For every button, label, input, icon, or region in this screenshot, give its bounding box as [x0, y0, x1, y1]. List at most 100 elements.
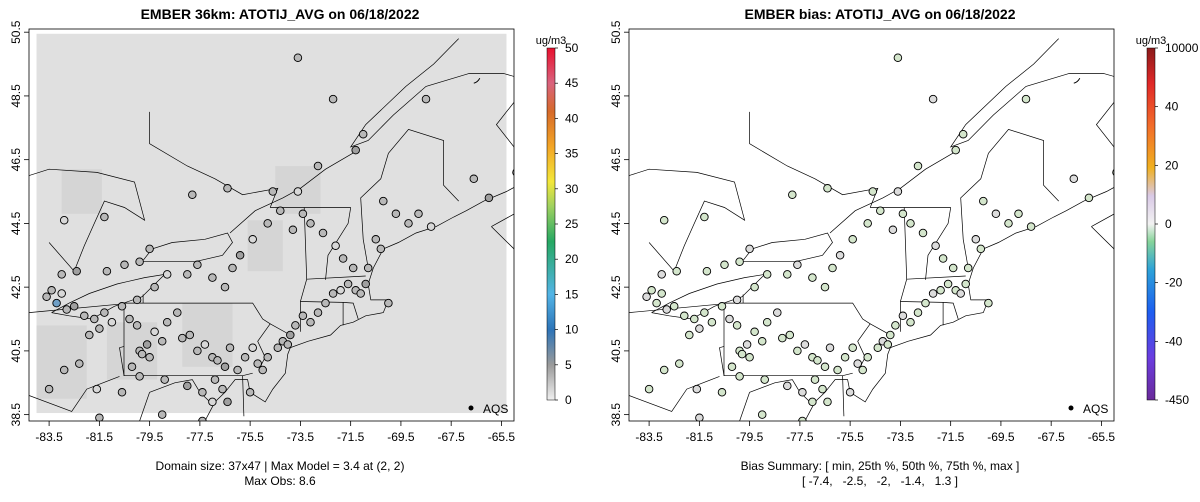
aqs-site-point — [356, 289, 365, 298]
aqs-site-point — [848, 235, 857, 244]
aqs-site-point — [283, 340, 293, 349]
aqs-site-point — [348, 263, 358, 273]
aqs-site-point — [652, 298, 661, 308]
aqs-site-point — [707, 317, 717, 327]
aqs-site-point — [971, 235, 981, 244]
aqs-site-point — [69, 302, 79, 311]
aqs-site-point — [893, 53, 903, 62]
state-border — [139, 392, 150, 421]
aqs-site-point — [198, 388, 207, 397]
aqs-site-point — [228, 263, 237, 273]
aqs-site-point — [198, 416, 207, 421]
aqs-site-point — [213, 356, 222, 365]
aqs-site-point — [732, 321, 742, 330]
aqs-site-point — [876, 206, 885, 215]
y-tick-label: 38.5 — [9, 403, 23, 427]
bias-map-panel: EMBER bias: ATOTIJ_AVG on 06/18/2022 -83… — [600, 0, 1200, 502]
aqs-site-point — [47, 286, 56, 295]
aqs-site-point — [162, 270, 172, 279]
aqs-site-point — [835, 251, 845, 260]
aqs-site-point — [888, 225, 898, 235]
aqs-site-point — [132, 321, 142, 330]
aqs-site-point — [963, 263, 973, 273]
aqs-site-point — [644, 384, 654, 394]
aqs-site-point — [85, 330, 94, 340]
aqs-site-point — [808, 273, 817, 282]
aqs-site-point — [52, 298, 61, 308]
state-border — [325, 207, 352, 280]
state-border — [242, 375, 245, 417]
aqs-site-point — [647, 286, 656, 295]
aqs-site-point — [223, 397, 232, 407]
y-tick-label: 48.5 — [609, 84, 623, 108]
state-border — [857, 323, 891, 367]
aqs-site-point — [810, 375, 820, 384]
x-tick-label: -81.5 — [86, 430, 114, 444]
aqs-site-point — [286, 330, 295, 340]
aqs-site-point — [258, 365, 267, 375]
colorbar — [1146, 47, 1156, 401]
coastline-nova-scotia — [491, 213, 514, 250]
aqs-site-point — [44, 384, 54, 394]
aqs-site-point — [793, 260, 802, 270]
aqs-site-point — [893, 187, 903, 196]
aqs-site-point — [404, 219, 413, 228]
map-layer — [629, 38, 1114, 421]
colorbar-tick-label: 0 — [1165, 217, 1172, 231]
aqs-site-point — [263, 353, 272, 362]
aqs-site-point — [825, 343, 835, 352]
aqs-site-point — [931, 241, 940, 250]
aqs-site-point — [760, 375, 769, 384]
x-tick-label: -83.5 — [35, 430, 63, 444]
aqs-site-point — [469, 174, 479, 184]
aqs-site-point — [798, 416, 807, 421]
aqs-legend-label: AQS — [1083, 402, 1108, 416]
aqs-site-point — [695, 413, 704, 421]
aqs-site-point — [157, 337, 167, 346]
aqs-site-point — [820, 282, 830, 292]
colorbar-tick-label: 20 — [565, 252, 579, 266]
aqs-site-point — [263, 219, 272, 228]
panel-title: EMBER bias: ATOTIJ_AVG on 06/18/2022 — [744, 6, 1016, 22]
aqs-site-point — [343, 279, 353, 289]
aqs-site-point — [820, 362, 830, 372]
plot-frame — [628, 28, 1115, 422]
aqs-site-point — [80, 311, 89, 321]
colorbar-tick-label: 10 — [565, 323, 579, 337]
aqs-site-point — [248, 235, 257, 244]
state-border — [629, 376, 720, 412]
aqs-site-point — [336, 286, 345, 295]
aqs-site-point — [384, 298, 393, 308]
aqs-site-point — [102, 266, 112, 276]
aqs-site-point — [358, 129, 368, 139]
aqs-site-point — [248, 343, 257, 352]
aqs-site-point — [132, 295, 142, 305]
state-border — [143, 302, 271, 325]
y-tick-label: 40.5 — [9, 339, 23, 363]
aqs-site-point — [253, 359, 262, 368]
aqs-site-point — [298, 311, 308, 321]
x-tick-label: -83.5 — [635, 430, 663, 444]
aqs-site-point — [484, 193, 494, 203]
y-tick-label: 44.5 — [9, 211, 23, 235]
aqs-site-point — [818, 384, 827, 394]
state-border — [960, 128, 1059, 269]
aqs-site-point — [188, 190, 197, 199]
aqs-site-point — [680, 311, 689, 321]
colorbar-unit: ug/m3 — [1136, 35, 1167, 47]
aqs-site-point — [848, 343, 857, 352]
aqs-site-point — [178, 333, 187, 343]
y-tick-label: 44.5 — [609, 211, 623, 235]
aqs-site-point — [675, 359, 684, 368]
colorbar-tick-label: 0 — [565, 393, 572, 407]
aqs-site-point — [1021, 94, 1031, 104]
x-tick-label: -77.5 — [186, 430, 214, 444]
lake-ontario — [141, 232, 233, 263]
colorbar-tick-label: 45 — [565, 76, 579, 90]
colorbar-tick-label: 5 — [565, 358, 572, 372]
aqs-site-point — [921, 298, 930, 308]
state-border — [306, 275, 366, 280]
aqs-site-point — [735, 257, 744, 266]
aqs-site-point — [717, 388, 727, 397]
panel-title: EMBER 36km: ATOTIJ_AVG on 06/18/2022 — [140, 6, 420, 22]
